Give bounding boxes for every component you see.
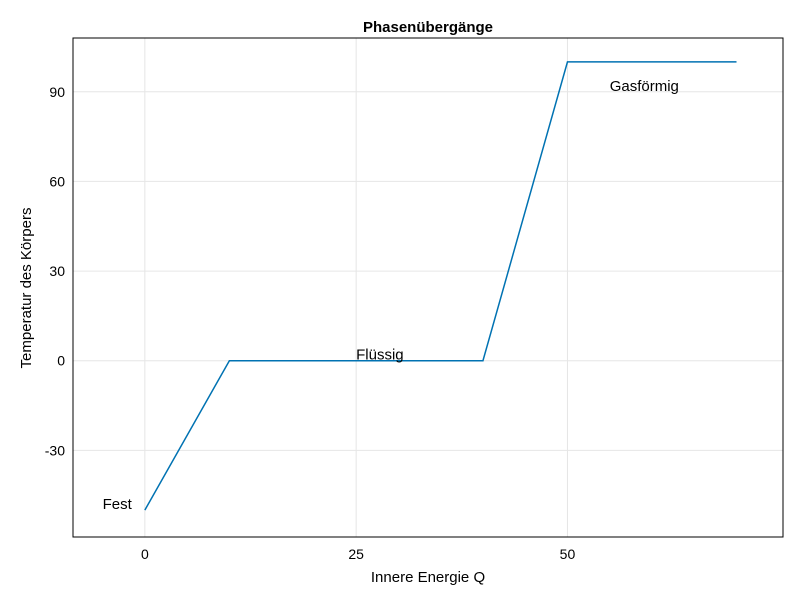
x-tick-label: 25 [348, 546, 364, 562]
grid-layer [73, 38, 783, 537]
series-line [144, 61, 737, 511]
tick-layer: 0 25 50 -30 0 30 60 90 [45, 84, 576, 562]
y-tick-label: 60 [49, 173, 65, 189]
y-tick-label: 30 [49, 263, 65, 279]
y-tick-label: -30 [45, 442, 65, 458]
phase-annotation: Gasförmig [610, 78, 679, 95]
chart-title: Phasenübergänge [363, 19, 493, 36]
x-tick-label: 0 [141, 546, 149, 562]
series-layer [144, 61, 737, 511]
y-axis-label: Temperatur des Körpers [18, 208, 35, 369]
plot-frame [72, 37, 784, 538]
phase-annotation: Flüssig [356, 347, 404, 364]
phase-annotation: Fest [103, 496, 133, 513]
y-tick-label: 0 [57, 353, 65, 369]
x-tick-label: 50 [560, 546, 576, 562]
annotation-layer: Fest Flüssig Gasförmig [103, 78, 679, 513]
x-axis-label: Innere Energie Q [371, 569, 485, 586]
y-tick-label: 90 [49, 84, 65, 100]
